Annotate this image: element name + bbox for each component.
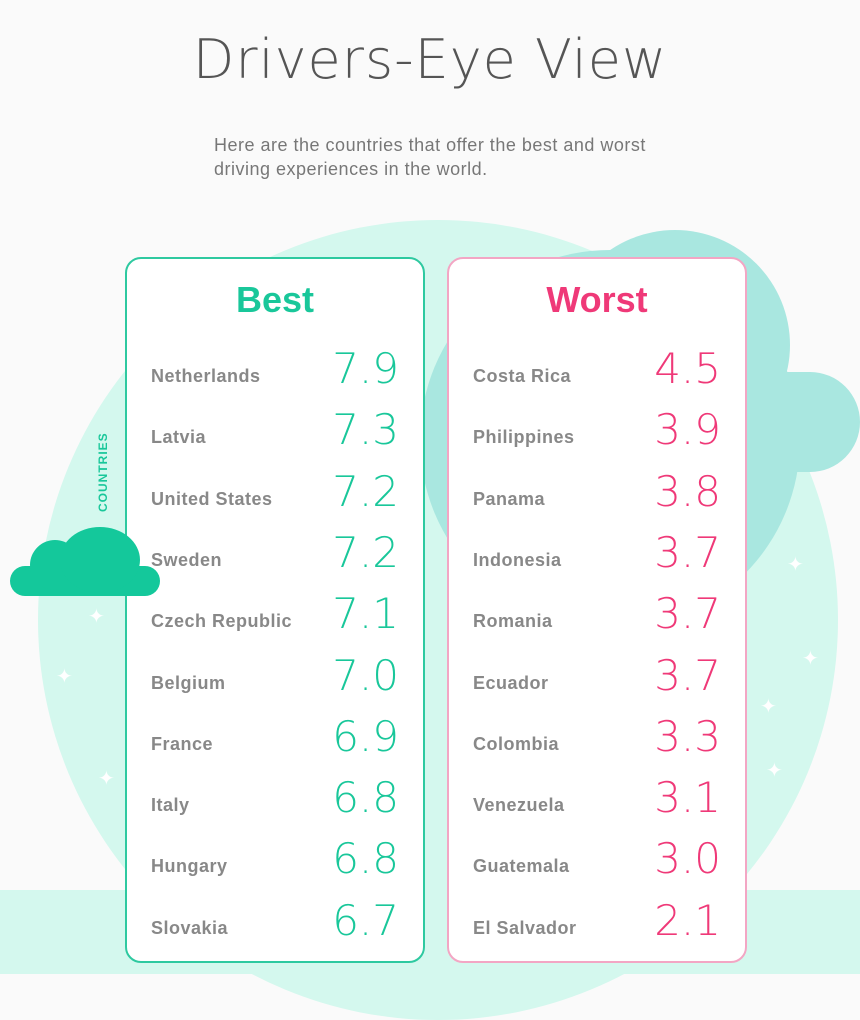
country-score: 3.7: [654, 527, 721, 577]
country-score: 6.7: [332, 895, 399, 945]
country-score: 6.8: [332, 773, 399, 823]
country-name: Venezuela: [473, 795, 565, 816]
country-name: France: [151, 733, 214, 754]
best-row: Hungary 6.8: [151, 833, 399, 883]
country-name: Colombia: [473, 733, 560, 754]
sparkle-icon: ✦: [766, 760, 783, 782]
country-name: El Salvador: [473, 917, 577, 938]
country-score: 3.1: [654, 773, 721, 823]
country-score: 3.3: [654, 711, 721, 761]
worst-heading: Worst: [546, 279, 648, 320]
country-name: Slovakia: [151, 917, 229, 938]
best-row: Italy 6.8: [151, 772, 399, 822]
worst-card: Worst Costa Rica 4.5 Philippines 3.9 Panama 3…: [447, 257, 747, 963]
sparkle-icon: ✦: [98, 768, 115, 790]
country-score: 3.7: [654, 650, 721, 700]
country-score: 7.9: [332, 344, 399, 393]
worst-row: Philippines 3.9: [473, 404, 721, 454]
country-name: Latvia: [151, 427, 207, 448]
country-score: 3.0: [654, 834, 721, 884]
worst-row: Indonesia 3.7: [473, 527, 721, 577]
country-score: 4.5: [654, 344, 721, 393]
country-name: Philippines: [473, 427, 575, 448]
country-name: Sweden: [151, 549, 223, 570]
country-name: Italy: [151, 795, 190, 816]
page-title: Drivers-Eye View: [192, 28, 668, 91]
country-name: Czech Republic: [151, 611, 293, 632]
worst-row: Colombia 3.3: [473, 711, 721, 761]
worst-row: Guatemala 3.0: [473, 833, 721, 883]
sparkle-icon: ✦: [802, 648, 819, 670]
country-score: 7.1: [332, 589, 399, 639]
country-name: Netherlands: [151, 366, 261, 386]
best-row: Latvia 7.3: [151, 404, 399, 454]
sparkle-icon: ✦: [88, 606, 105, 628]
sparkle-icon: ✦: [56, 666, 73, 688]
sparkle-icon: ✦: [787, 554, 804, 576]
country-score: 6.9: [332, 711, 399, 761]
country-name: Panama: [473, 488, 546, 509]
best-heading: Best: [235, 279, 315, 320]
best-row: United States 7.2: [151, 466, 399, 516]
country-name: Romania: [473, 611, 553, 632]
country-score: 3.8: [654, 466, 721, 516]
side-label: COUNTRIES: [96, 432, 110, 512]
country-score: 7.2: [332, 466, 399, 516]
country-name: Belgium: [151, 672, 226, 693]
country-name: Ecuador: [473, 672, 549, 693]
best-row: Czech Republic 7.1: [151, 588, 399, 638]
country-score: 7.3: [332, 405, 399, 455]
worst-row: Costa Rica 4.5: [473, 343, 721, 393]
country-score: 3.9: [654, 405, 721, 455]
country-name: Hungary: [151, 856, 228, 877]
best-row: Sweden 7.2: [151, 527, 399, 577]
best-row: Slovakia 6.7: [151, 895, 399, 945]
country-name: United States: [151, 488, 273, 509]
country-score: 2.1: [654, 895, 721, 945]
country-score: 3.7: [654, 589, 721, 639]
best-row: Netherlands 7.9: [151, 343, 399, 393]
country-name: Guatemala: [473, 856, 570, 877]
sparkle-icon: ✦: [760, 696, 777, 718]
country-name: Costa Rica: [473, 366, 572, 386]
subtitle: Here are the countries that offer the be…: [214, 135, 646, 179]
best-row: France 6.9: [151, 711, 399, 761]
best-card: Best Netherlands 7.9 Latvia 7.3 United State…: [125, 257, 425, 963]
worst-row: El Salvador 2.1: [473, 895, 721, 945]
country-score: 7.2: [332, 527, 399, 577]
best-row: Belgium 7.0: [151, 650, 399, 700]
country-score: 7.0: [332, 650, 399, 700]
country-score: 6.8: [332, 834, 399, 884]
worst-row: Venezuela 3.1: [473, 772, 721, 822]
worst-row: Ecuador 3.7: [473, 650, 721, 700]
worst-row: Romania 3.7: [473, 588, 721, 638]
worst-row: Panama 3.8: [473, 466, 721, 516]
country-name: Indonesia: [473, 549, 562, 570]
